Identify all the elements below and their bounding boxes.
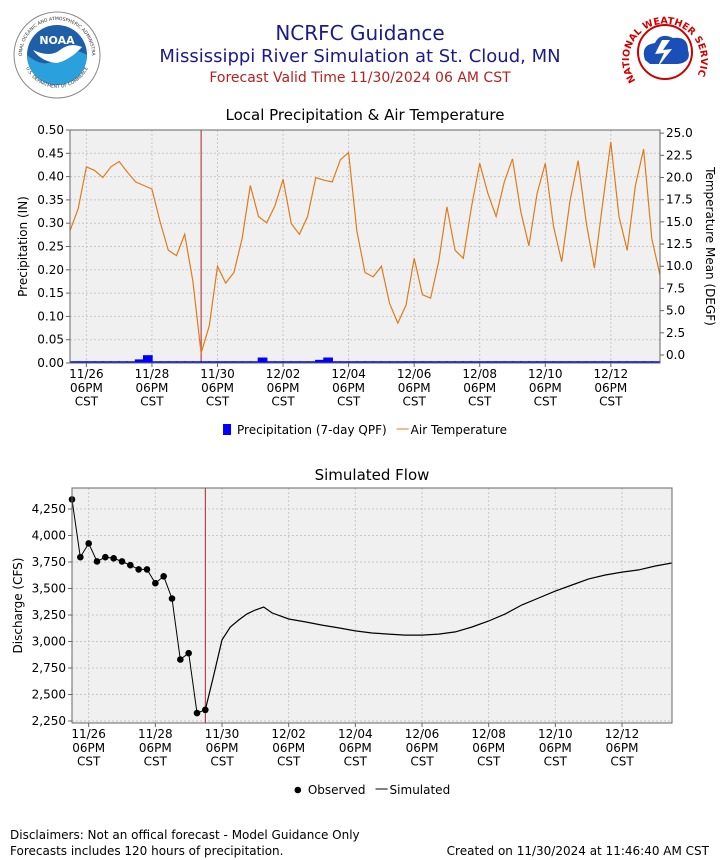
- y2-tick-label: 5.0: [666, 304, 685, 318]
- y-tick-label: 0.20: [37, 263, 64, 277]
- legend: Precipitation (7-day QPF) Air Temperature: [223, 423, 507, 437]
- valid-time: Forecast Valid Time 11/30/2024 06 AM CST: [209, 70, 511, 86]
- observed-point: [193, 709, 201, 717]
- observed-point: [118, 558, 126, 565]
- x-tick-label: 12/04 06PM CST: [331, 367, 366, 409]
- y2-tick-label: 10.0: [666, 259, 693, 273]
- y-tick-label: 4,000: [32, 528, 66, 542]
- x-tick-label: 11/30 06PM CST: [200, 367, 235, 409]
- x-tick-label: 12/10 06PM CST: [538, 727, 573, 769]
- x-tick-label: 12/02 06PM CST: [271, 727, 306, 769]
- observed-point: [160, 572, 167, 580]
- y-tick-label: 3,000: [32, 634, 66, 648]
- observed-point: [185, 649, 192, 657]
- x-tick-label: 12/02 06PM CST: [266, 367, 301, 409]
- y2-tick-label: 2.5: [666, 326, 685, 340]
- y2-tick-label: 15.0: [666, 215, 693, 229]
- y-tick-label: 4,250: [32, 502, 66, 516]
- y2-tick-label: 25.0: [666, 126, 693, 140]
- x-tick-label: 12/12 06PM CST: [594, 367, 629, 409]
- y-tick-label: 3,500: [32, 581, 66, 595]
- y-tick-label: 0.40: [37, 170, 64, 184]
- x-tick-label: 12/04 06PM CST: [338, 727, 373, 769]
- legend-label: Precipitation (7-day QPF): [237, 423, 387, 437]
- y2-tick-label: 20.0: [666, 170, 693, 184]
- observed-point: [85, 540, 92, 547]
- x-tick-label: 12/12 06PM CST: [605, 727, 640, 769]
- x-tick-label: 12/06 06PM CST: [405, 727, 440, 769]
- y-axis-label: Discharge (CFS): [11, 558, 25, 654]
- y-axis-label: Precipitation (IN): [16, 196, 30, 297]
- legend-swatch: [294, 786, 302, 794]
- x-tick-label: 12/06 06PM CST: [397, 367, 432, 409]
- y-tick-label: 0.30: [37, 216, 64, 230]
- y-tick-label: 0.00: [37, 356, 64, 370]
- page-title: NCRFC Guidance: [275, 21, 444, 45]
- y-tick-label: 0.25: [37, 240, 64, 254]
- observed-point: [127, 561, 134, 569]
- y-tick-label: 0.10: [37, 309, 64, 323]
- legend: Observed Simulated: [294, 783, 451, 797]
- y2-tick-label: 7.5: [666, 281, 685, 295]
- precip-note: Forecasts includes 120 hours of precipit…: [10, 844, 283, 858]
- y-tick-label: 3,250: [32, 608, 66, 622]
- y-tick-label: 0.35: [37, 193, 64, 207]
- noaa-logo: NOAA NATIONAL OCEANIC AND ATMOSPHERIC AD…: [0, 0, 101, 99]
- y-tick-label: 0.15: [37, 286, 64, 300]
- plot-border: [71, 487, 673, 724]
- created: Created on 11/30/2024 at 11:46:40 AM CST: [447, 844, 710, 858]
- plot-border: [69, 129, 661, 364]
- precip-bar: [323, 357, 333, 363]
- disclaimer: Disclaimers: Not an offical forecast - M…: [10, 828, 360, 842]
- series-line: [70, 141, 660, 354]
- precip-bar: [257, 357, 268, 363]
- page-subtitle: Mississippi River Simulation at St. Clou…: [159, 46, 560, 67]
- y-tick-label: 2,250: [32, 714, 66, 728]
- observed-point: [77, 553, 84, 561]
- plot-background: [72, 488, 672, 723]
- x-tick-label: 12/08 06PM CST: [462, 367, 497, 409]
- observed-point: [93, 558, 101, 565]
- y2-tick-label: 12.5: [666, 237, 693, 251]
- y-tick-label: 2,500: [32, 687, 66, 701]
- x-tick-label: 12/08 06PM CST: [471, 727, 506, 769]
- legend-swatch: [223, 424, 232, 435]
- y2-tick-label: 22.5: [666, 148, 693, 162]
- y-tick-label: 0.45: [37, 146, 64, 160]
- series-line: [204, 562, 672, 711]
- x-tick-label: 12/10 06PM CST: [528, 367, 563, 409]
- noaa-abbr: NOAA: [39, 34, 75, 47]
- observed-point: [152, 579, 159, 587]
- observed-point: [202, 706, 209, 714]
- y-tick-label: 0.05: [37, 333, 64, 347]
- x-tick-label: 11/26 06PM CST: [71, 727, 106, 769]
- x-tick-label: 11/28 06PM CST: [135, 367, 170, 409]
- observed-point: [143, 566, 151, 573]
- chart-title: Simulated Flow: [315, 466, 430, 484]
- y2-axis-label: Temperature Mean (DEGF): [703, 166, 717, 326]
- precip-bar: [143, 355, 153, 363]
- observed-point: [102, 553, 109, 561]
- legend-label: Observed: [308, 783, 366, 797]
- precip-bar: [659, 361, 660, 363]
- x-tick-label: 11/28 06PM CST: [138, 727, 173, 769]
- observed-point: [135, 566, 142, 573]
- plot-marks: [204, 488, 672, 723]
- y2-tick-label: 0.0: [666, 348, 685, 362]
- y-tick-label: 2,750: [32, 661, 66, 675]
- x-tick-label: 11/30 06PM CST: [205, 727, 240, 769]
- observed-point: [168, 595, 176, 602]
- y2-tick-label: 17.5: [666, 193, 693, 207]
- plot-background: [70, 130, 660, 363]
- x-tick-label: 11/26 06PM CST: [69, 367, 104, 409]
- legend-label: Simulated: [390, 783, 451, 797]
- observed-point: [110, 554, 117, 562]
- legend-label: Air Temperature: [411, 423, 507, 437]
- chart-title: Local Precipitation & Air Temperature: [225, 106, 504, 124]
- y-tick-label: 3,750: [32, 555, 66, 569]
- observed-point: [177, 656, 184, 663]
- y-tick-label: 0.50: [37, 123, 64, 137]
